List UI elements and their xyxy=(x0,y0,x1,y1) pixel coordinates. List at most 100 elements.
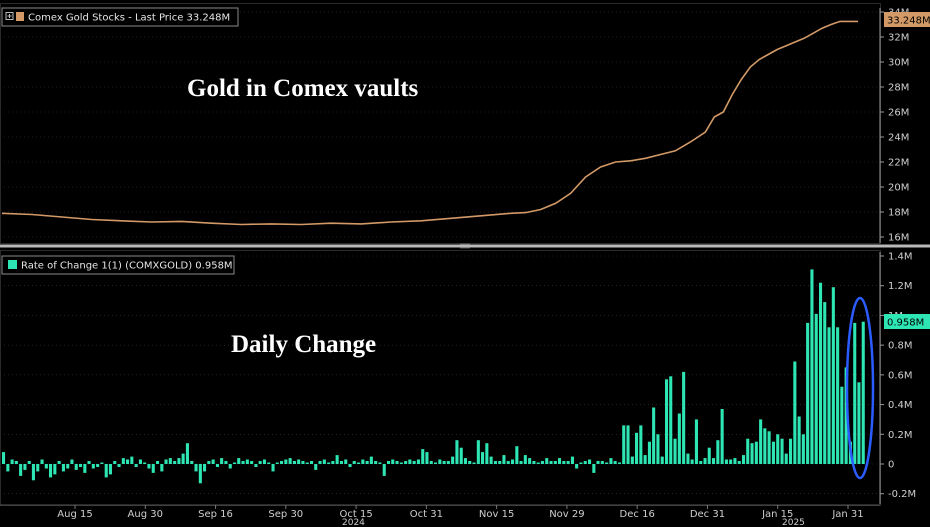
change-bar xyxy=(190,461,194,464)
top-y-tick-label: 16M xyxy=(888,233,909,244)
top-legend[interactable]: Comex Gold Stocks - Last Price 33.248M xyxy=(1,7,239,27)
year-label-2024: 2024 xyxy=(342,518,365,527)
change-bar xyxy=(540,461,544,464)
year-label-2025: 2025 xyxy=(782,518,805,527)
change-bar xyxy=(669,376,673,464)
change-bar xyxy=(113,461,117,464)
change-bar xyxy=(83,464,87,473)
gold-stocks-line xyxy=(1,20,858,226)
change-bar xyxy=(203,464,207,472)
change-bar xyxy=(857,382,861,464)
change-bar xyxy=(121,458,125,464)
change-bar xyxy=(194,464,198,472)
top-panel-grid xyxy=(0,11,880,238)
change-bar xyxy=(31,464,35,481)
change-bar xyxy=(322,459,326,464)
change-bar xyxy=(523,455,527,464)
change-bar xyxy=(228,464,232,469)
change-bar xyxy=(280,461,284,464)
separator-handle-icon[interactable] xyxy=(460,243,470,249)
change-bar xyxy=(626,425,630,464)
bottom-y-tick-label: 0.4M xyxy=(888,400,913,411)
change-bar xyxy=(87,461,91,464)
gold-last-price-label: 33.248M xyxy=(887,16,930,27)
change-bar xyxy=(665,379,669,464)
change-bar xyxy=(506,461,510,464)
gold-legend-swatch xyxy=(16,12,24,21)
change-bar xyxy=(387,461,391,464)
change-bar xyxy=(301,461,305,464)
change-bar xyxy=(369,456,373,464)
change-bar xyxy=(241,461,245,464)
change-bar xyxy=(502,455,506,464)
change-bar xyxy=(455,440,459,464)
daily-change-bars xyxy=(2,269,865,484)
change-bar xyxy=(143,462,147,464)
change-bar xyxy=(395,461,399,464)
change-bar xyxy=(215,464,219,467)
change-bar xyxy=(318,461,322,464)
change-bar xyxy=(647,441,651,464)
change-bar xyxy=(408,459,412,464)
change-bar xyxy=(789,438,793,464)
change-bar xyxy=(511,459,515,464)
top-panel-border xyxy=(0,3,881,244)
change-bar xyxy=(549,461,553,464)
change-bar xyxy=(233,462,237,464)
top-y-tick-label: 20M xyxy=(888,183,909,194)
change-bar xyxy=(310,461,314,464)
change-bar xyxy=(66,464,70,469)
change-last-value-badge: 0.958M xyxy=(884,314,930,329)
change-bar xyxy=(724,459,728,464)
legend-expand-icon[interactable] xyxy=(5,12,14,20)
change-bar xyxy=(545,458,549,464)
change-bar xyxy=(562,461,566,464)
change-bar xyxy=(344,459,348,464)
change-bar xyxy=(682,371,686,464)
change-bar xyxy=(763,428,767,464)
highlight-ellipse xyxy=(845,296,875,480)
change-bar xyxy=(27,461,31,464)
change-bar xyxy=(844,367,848,464)
x-tick-label: Nov 15 xyxy=(479,509,514,520)
change-bar xyxy=(566,461,570,464)
change-bar xyxy=(331,461,335,464)
change-bar xyxy=(44,464,48,469)
change-bar xyxy=(412,461,416,464)
top-y-tick-label: 22M xyxy=(888,158,909,169)
change-bar xyxy=(49,464,53,478)
change-bar xyxy=(446,461,450,464)
change-bar xyxy=(305,462,309,464)
change-legend-swatch xyxy=(8,260,17,269)
bottom-legend[interactable]: Rate of Change 1(1) (COMXGOLD) 0.958M xyxy=(1,255,235,275)
change-bar xyxy=(164,459,168,464)
change-bar xyxy=(759,419,763,464)
change-bar xyxy=(558,458,562,464)
change-bar xyxy=(622,425,626,464)
change-bar xyxy=(79,464,83,467)
change-bar xyxy=(284,459,288,464)
change-bar xyxy=(468,461,472,464)
change-bar xyxy=(425,452,429,464)
change-bar xyxy=(776,434,780,464)
change-bar xyxy=(100,462,104,464)
change-bar xyxy=(617,462,621,464)
change-bar xyxy=(656,434,660,464)
change-bar xyxy=(211,459,215,464)
change-bar xyxy=(750,443,754,464)
change-bar xyxy=(237,458,241,464)
change-bar xyxy=(352,461,356,464)
x-tick-label: Nov 29 xyxy=(549,509,584,520)
bottom-panel-border xyxy=(0,250,881,506)
change-bar xyxy=(14,461,18,464)
change-bar xyxy=(421,449,425,464)
change-bar xyxy=(528,458,532,464)
top-y-tick-label: 28M xyxy=(888,83,909,94)
change-bar xyxy=(703,458,707,464)
change-bar xyxy=(746,438,750,464)
top-y-tick-label: 26M xyxy=(888,108,909,119)
change-bar xyxy=(254,464,258,467)
change-bar xyxy=(130,456,134,464)
bottom-y-tick-label: 0.6M xyxy=(888,370,913,381)
